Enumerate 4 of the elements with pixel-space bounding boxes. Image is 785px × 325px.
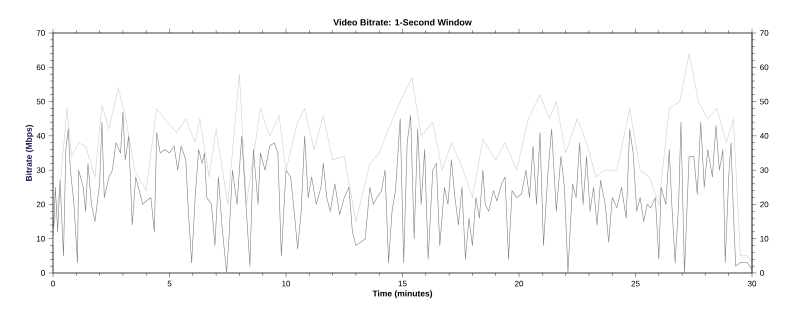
y-axis-title: Bitrate (Mbps) [26,124,34,181]
x-axis-title: Time (minutes) [372,290,432,298]
line-series [53,53,752,264]
chart-title: Video Bitrate: 1-Second Window [333,18,472,26]
